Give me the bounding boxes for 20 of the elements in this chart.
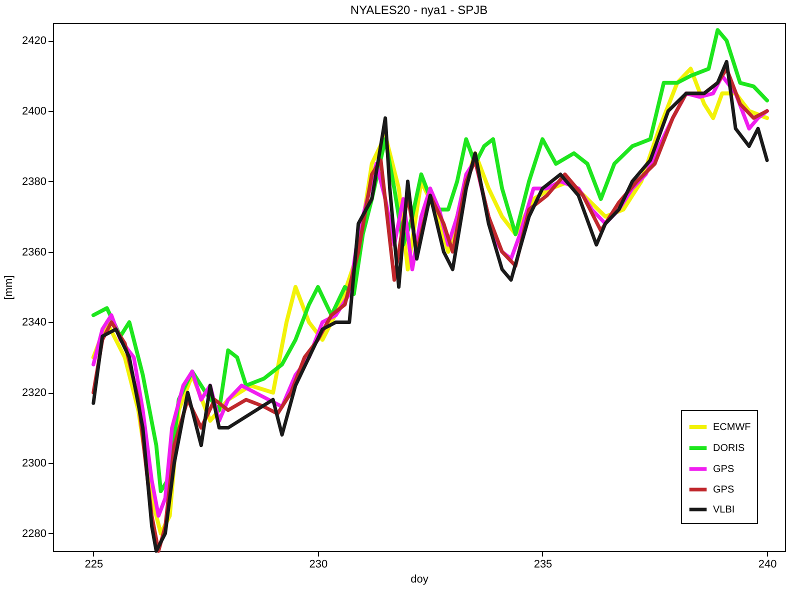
x-tick-label: 230 — [309, 558, 328, 570]
y-tick-label: 2280 — [22, 528, 46, 540]
y-axis-title: [mm] — [3, 275, 16, 300]
x-tick-label: 240 — [758, 558, 777, 570]
y-tick-label: 2380 — [22, 176, 46, 188]
x-tick-label: 225 — [84, 558, 104, 570]
legend-label: GPS — [713, 464, 734, 475]
chart-title: NYALES20 - nya1 - SPJB — [350, 3, 488, 17]
y-tick-label: 2300 — [22, 458, 46, 470]
legend-label: GPS — [713, 484, 734, 496]
y-tick-label: 2360 — [22, 246, 46, 258]
legend-label: DORIS — [713, 443, 745, 454]
legend-label: ECMWF — [713, 422, 751, 433]
legend-label: VLBI — [713, 504, 735, 516]
y-tick-label: 2320 — [22, 387, 46, 400]
y-tick-label: 2400 — [22, 106, 46, 118]
y-tick-label: 2420 — [22, 35, 46, 48]
y-tick-label: 2340 — [22, 316, 46, 329]
x-axis-title: doy — [410, 574, 429, 586]
x-tick-label: 235 — [534, 558, 552, 570]
